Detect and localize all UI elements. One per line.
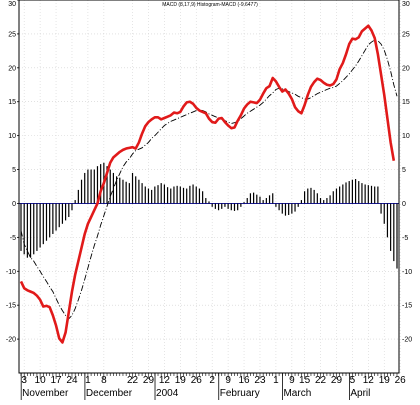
y-tick-label: -20 — [402, 337, 412, 344]
x-tick-label: 24 — [66, 375, 78, 386]
y-tick-label: -10 — [402, 269, 412, 276]
x-tick-label: 12 — [159, 375, 171, 386]
y-tick-label: 5 — [12, 167, 16, 174]
x-tick-label: 15 — [299, 375, 311, 386]
month-labels: November December 2004 February March April — [20, 373, 370, 400]
y-tick-label: -10 — [6, 269, 16, 276]
x-tick-label: 9 — [225, 375, 231, 386]
x-tick-label: 3 — [21, 375, 27, 386]
y-tick-label: -15 — [6, 303, 16, 310]
y-tick-label: -15 — [402, 303, 412, 310]
month-label: November — [22, 388, 69, 399]
x-tick-label: 29 — [143, 375, 155, 386]
x-tick-label: 22 — [127, 375, 139, 386]
x-tick-label: 19 — [379, 375, 391, 386]
y-axis-right: -20 -15 -10 -5 0 5 10 15 20 25 30 — [402, 1, 412, 344]
x-tick-label: 8 — [101, 375, 107, 386]
histogram-series — [20, 162, 398, 269]
y-tick-label: 20 — [8, 65, 16, 72]
x-tick-label: 23 — [254, 375, 266, 386]
y-axis-left: -20 -15 -10 -5 0 5 10 15 20 25 30 — [6, 0, 19, 344]
y-tick-label: -20 — [6, 337, 16, 344]
x-tick-label: 17 — [50, 375, 62, 386]
month-label: February — [220, 388, 260, 399]
x-tick-label: 16 — [238, 375, 250, 386]
y-tick-label: 30 — [8, 1, 16, 8]
x-tick-label: 2 — [209, 375, 215, 386]
x-tick-label: 22 — [315, 375, 327, 386]
y-tick-label: -5 — [10, 235, 16, 242]
macd-line — [19, 24, 396, 344]
month-label: 2004 — [156, 388, 179, 399]
plot-frame — [18, 0, 400, 374]
x-tick-label: 10 — [35, 375, 47, 386]
y-tick-label: 10 — [402, 133, 410, 140]
month-label: April — [350, 388, 370, 399]
x-tick-label: 29 — [331, 375, 343, 386]
x-tick-label: 26 — [395, 375, 407, 386]
signal-line — [20, 39, 398, 320]
x-tick-label: 19 — [175, 375, 187, 386]
y-tick-label: 10 — [8, 133, 16, 140]
x-tick-label: 26 — [191, 375, 203, 386]
x-axis: 3 10 17 24 1 8 22 29 12 19 26 2 9 16 23 1 9 15 22 29 5 12 19 26 — [20, 373, 407, 386]
y-tick-label: 15 — [402, 99, 410, 106]
y-tick-label: -5 — [402, 235, 408, 242]
x-tick-label: 5 — [350, 375, 356, 386]
chart-title: MACD (8,17,9) Histogram-MACD (-9.6477) — [162, 2, 258, 8]
y-tick-label: 25 — [402, 31, 410, 38]
x-tick-label: 12 — [363, 375, 375, 386]
y-tick-label: 0 — [402, 201, 406, 208]
y-tick-label: 0 — [12, 201, 16, 208]
y-tick-label: 20 — [402, 65, 410, 72]
x-tick-label: 1 — [85, 375, 91, 386]
month-label: December — [86, 388, 133, 399]
y-tick-label: 25 — [8, 31, 16, 38]
x-tick-label: 1 — [273, 375, 279, 386]
month-label: March — [283, 388, 311, 399]
y-tick-label: 15 — [8, 99, 16, 106]
x-tick-label: 9 — [289, 375, 295, 386]
y-tick-label: 5 — [402, 167, 406, 174]
y-tick-label: 30 — [402, 1, 410, 8]
